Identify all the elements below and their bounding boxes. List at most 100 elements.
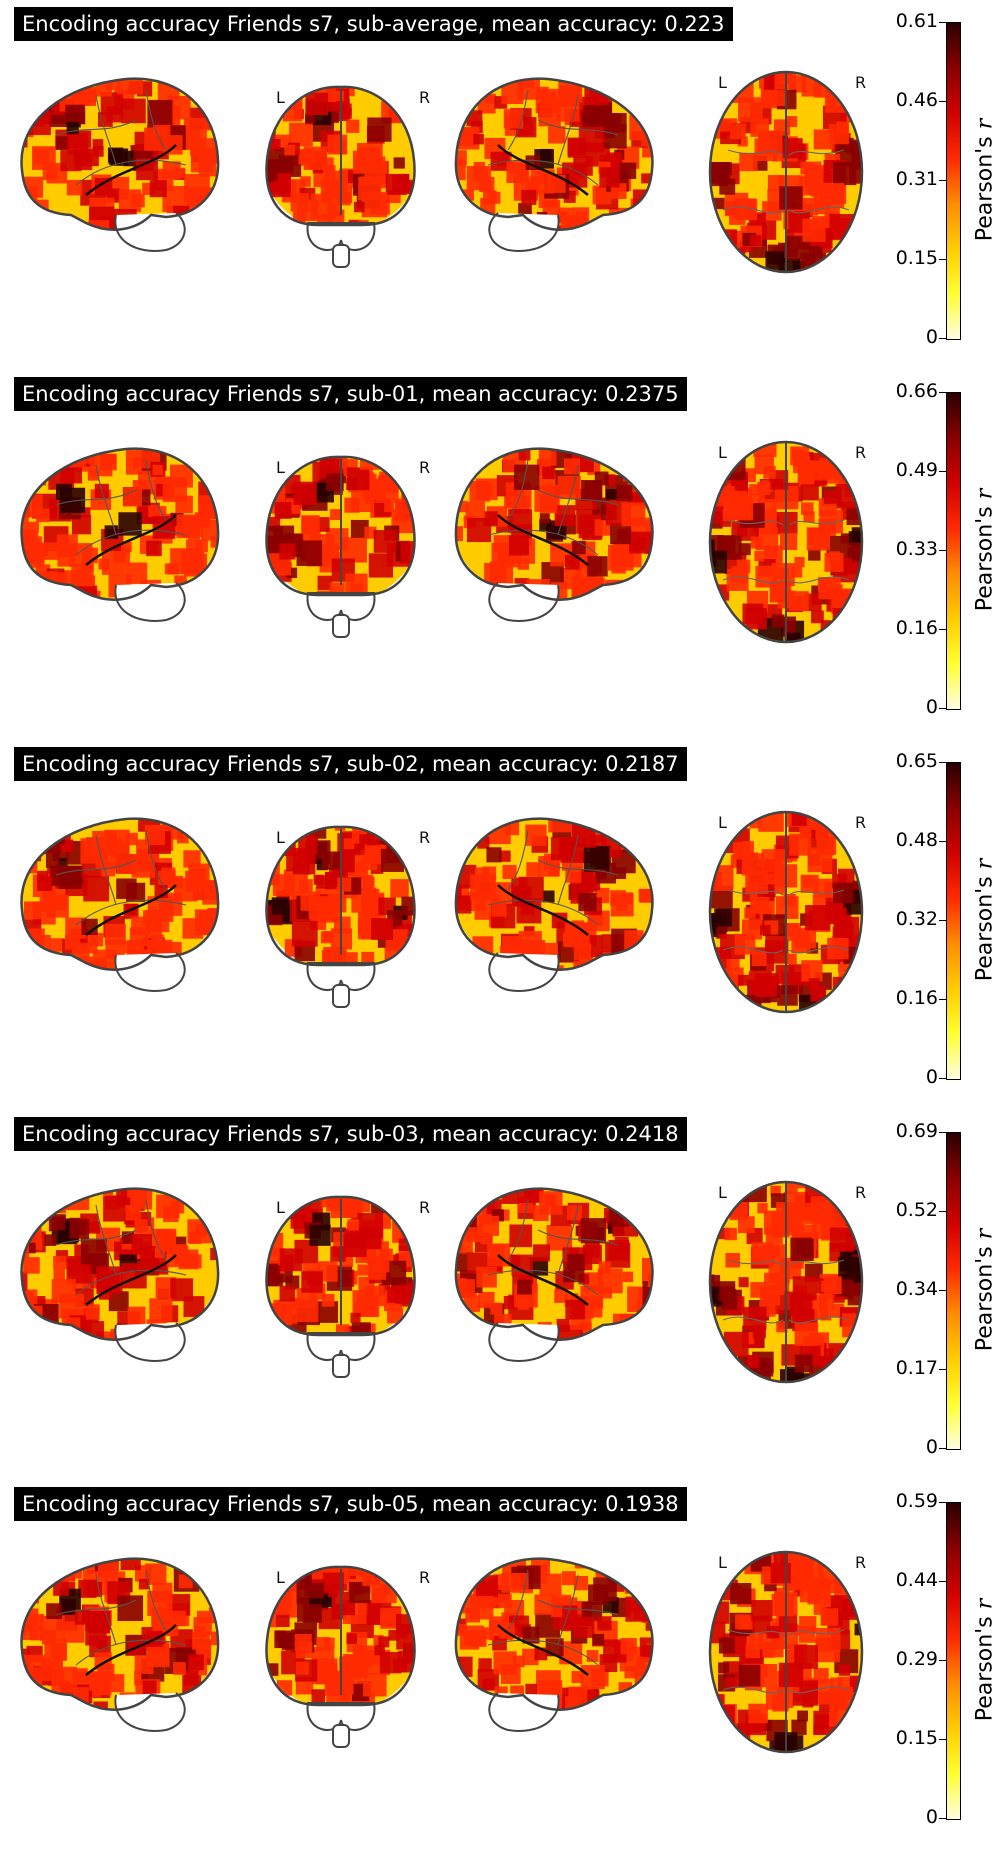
brain-panel: Encoding accuracy Friends s7, sub-02, me…: [0, 740, 1004, 1110]
colorbar-tick-label: 0.46: [895, 89, 938, 111]
hemisphere-label: L: [276, 1198, 285, 1217]
hemisphere-label: R: [419, 1198, 431, 1217]
colorbar-label-text: Pearson's: [972, 136, 998, 242]
colorbar-tick-label: 0: [925, 1806, 938, 1828]
hemisphere-label: R: [419, 458, 431, 477]
panel-title: Encoding accuracy Friends s7, sub-02, me…: [14, 747, 687, 781]
colorbar-tick: [939, 1581, 946, 1582]
colorbar-tick: [939, 1448, 946, 1449]
colorbar-label: Pearson's r: [973, 859, 998, 981]
colorbar-tick-label: 0.44: [895, 1569, 938, 1591]
colorbar: [946, 1502, 961, 1820]
colorbar-tick-label: 0.16: [895, 987, 938, 1009]
hemisphere-label: R: [855, 443, 867, 462]
hemisphere-label: L: [276, 458, 285, 477]
colorbar-label-variable: r: [972, 858, 998, 870]
colorbar-tick-label: 0: [925, 1066, 938, 1088]
colorbar-label-variable: r: [972, 488, 998, 500]
hemisphere-label: R: [419, 1568, 431, 1587]
colorbar-tick: [939, 180, 946, 181]
hemisphere-label: R: [419, 88, 431, 107]
panel-title: Encoding accuracy Friends s7, sub-averag…: [14, 7, 733, 41]
hemisphere-label: R: [855, 73, 867, 92]
colorbar: [946, 22, 961, 340]
colorbar-tick-label: 0.61: [895, 10, 938, 32]
colorbar-tick: [939, 1211, 946, 1212]
colorbar-tick: [939, 1660, 946, 1661]
colorbar-tick-label: 0.15: [895, 1727, 938, 1749]
glass-brain-views: [20, 70, 864, 274]
colorbar-tick-label: 0.69: [895, 1120, 938, 1142]
colorbar-tick: [939, 1078, 946, 1079]
colorbar-tick: [939, 471, 946, 472]
glass-brain-views: [20, 810, 864, 1014]
hemisphere-label: L: [718, 1553, 727, 1572]
colorbar-tick-label: 0.16: [895, 617, 938, 639]
colorbar-tick-label: 0.48: [895, 829, 938, 851]
colorbar-tick-label: 0.29: [895, 1648, 938, 1670]
colorbar-tick: [939, 22, 946, 23]
colorbar-tick: [939, 101, 946, 102]
panel-title: Encoding accuracy Friends s7, sub-05, me…: [14, 1487, 687, 1521]
colorbar-tick: [939, 338, 946, 339]
colorbar-tick-label: 0: [925, 1436, 938, 1458]
colorbar-tick: [939, 1502, 946, 1503]
hemisphere-label: R: [855, 1183, 867, 1202]
colorbar-tick-label: 0.31: [895, 168, 938, 190]
colorbar-tick: [939, 762, 946, 763]
hemisphere-label: L: [276, 828, 285, 847]
hemisphere-label: R: [855, 813, 867, 832]
colorbar-tick: [939, 550, 946, 551]
colorbar-tick: [939, 629, 946, 630]
colorbar-tick-label: 0.59: [895, 1490, 938, 1512]
colorbar-label-variable: r: [972, 118, 998, 130]
colorbar-tick-label: 0: [925, 696, 938, 718]
colorbar-tick-label: 0.33: [895, 538, 938, 560]
glass-brain-views: [20, 1180, 864, 1384]
colorbar-label: Pearson's r: [973, 119, 998, 241]
hemisphere-label: L: [718, 73, 727, 92]
colorbar: [946, 1132, 961, 1450]
brain-panel: Encoding accuracy Friends s7, sub-05, me…: [0, 1480, 1004, 1850]
colorbar-tick: [939, 999, 946, 1000]
hemisphere-label: L: [276, 88, 285, 107]
colorbar-tick: [939, 392, 946, 393]
colorbar-label-text: Pearson's: [972, 506, 998, 612]
colorbar-label-text: Pearson's: [972, 876, 998, 982]
colorbar-tick-label: 0: [925, 326, 938, 348]
colorbar-label: Pearson's r: [973, 489, 998, 611]
colorbar-tick: [939, 1739, 946, 1740]
glass-brain-views: [20, 1550, 864, 1754]
colorbar-label-variable: r: [972, 1598, 998, 1610]
colorbar-tick: [939, 1818, 946, 1819]
brain-panel: Encoding accuracy Friends s7, sub-03, me…: [0, 1110, 1004, 1480]
hemisphere-label: R: [855, 1553, 867, 1572]
colorbar-tick: [939, 841, 946, 842]
colorbar-label-variable: r: [972, 1228, 998, 1240]
hemisphere-label: R: [419, 828, 431, 847]
colorbar-tick-label: 0.32: [895, 908, 938, 930]
panel-title: Encoding accuracy Friends s7, sub-03, me…: [14, 1117, 687, 1151]
colorbar: [946, 392, 961, 710]
colorbar-tick-label: 0.34: [895, 1278, 938, 1300]
glass-brain-views: [20, 440, 864, 644]
hemisphere-label: L: [718, 1183, 727, 1202]
colorbar-label: Pearson's r: [973, 1229, 998, 1351]
colorbar-label-text: Pearson's: [972, 1616, 998, 1722]
colorbar-tick: [939, 1290, 946, 1291]
colorbar-tick: [939, 1369, 946, 1370]
brain-panel: Encoding accuracy Friends s7, sub-averag…: [0, 0, 1004, 370]
colorbar-tick: [939, 259, 946, 260]
colorbar-label-text: Pearson's: [972, 1246, 998, 1352]
hemisphere-label: L: [718, 813, 727, 832]
colorbar-tick: [939, 920, 946, 921]
colorbar-tick-label: 0.66: [895, 380, 938, 402]
colorbar-tick: [939, 1132, 946, 1133]
brain-panel: Encoding accuracy Friends s7, sub-01, me…: [0, 370, 1004, 740]
colorbar-tick-label: 0.65: [895, 750, 938, 772]
colorbar-tick-label: 0.15: [895, 247, 938, 269]
colorbar: [946, 762, 961, 1080]
colorbar-tick-label: 0.52: [895, 1199, 938, 1221]
panel-title: Encoding accuracy Friends s7, sub-01, me…: [14, 377, 687, 411]
